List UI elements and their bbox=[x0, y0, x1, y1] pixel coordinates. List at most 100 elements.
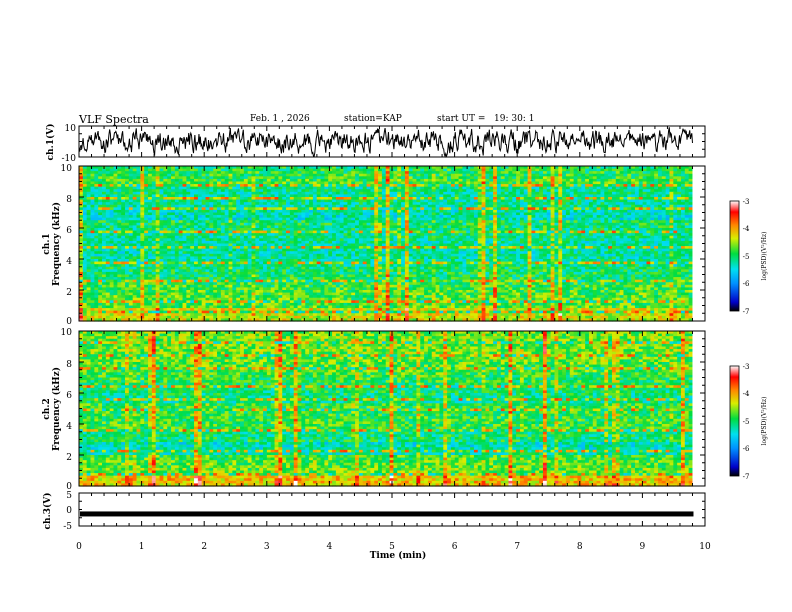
spectrogram-cell bbox=[619, 166, 625, 170]
spectrogram-cell bbox=[136, 184, 141, 188]
spectrogram-cell bbox=[680, 186, 686, 190]
spectrogram-cell bbox=[232, 197, 237, 201]
spectrogram-cell bbox=[194, 168, 199, 172]
spectrogram-cell bbox=[105, 178, 111, 183]
spectrogram-cell bbox=[512, 166, 517, 170]
spectrogram-cell bbox=[623, 181, 628, 185]
spectrogram-cell bbox=[615, 199, 621, 203]
spectrogram-cell bbox=[439, 189, 444, 193]
spectrogram-cell bbox=[378, 186, 383, 190]
spectrogram-cell bbox=[581, 186, 586, 190]
spectrogram-cell bbox=[427, 197, 433, 201]
spectrogram-cell bbox=[680, 199, 686, 203]
spectrogram-cell bbox=[673, 184, 678, 188]
spectrogram-cell bbox=[596, 199, 602, 203]
spectrogram-cell bbox=[485, 209, 490, 214]
spectrogram-cell bbox=[550, 191, 556, 196]
spectrogram-cell bbox=[458, 189, 464, 193]
spectrogram-cell bbox=[669, 184, 674, 188]
spectrogram-cell bbox=[90, 176, 95, 180]
spectrogram-cell bbox=[493, 181, 498, 185]
spectrogram-cell bbox=[316, 209, 322, 214]
spectrogram-cell bbox=[378, 191, 383, 196]
spectrogram-cell bbox=[412, 204, 418, 208]
spectrogram-cell bbox=[680, 194, 686, 198]
spectrogram-cell bbox=[569, 178, 575, 183]
spectrogram-cell bbox=[320, 207, 325, 211]
spectrogram-cell bbox=[470, 184, 475, 188]
spectrogram-cell bbox=[581, 209, 586, 214]
spectrogram-cell bbox=[140, 173, 145, 177]
spectrogram-cell bbox=[508, 184, 513, 188]
spectrogram-cell bbox=[263, 204, 268, 208]
spectrogram-cell bbox=[680, 171, 686, 175]
spectrogram-cell bbox=[335, 194, 341, 198]
spectrogram-cell bbox=[171, 186, 176, 190]
spectrogram-cell bbox=[646, 186, 651, 190]
spectrogram-cell bbox=[217, 173, 222, 177]
spectrogram-cell bbox=[596, 204, 602, 208]
spectrogram-cell bbox=[454, 176, 460, 180]
spectrogram-cell bbox=[669, 197, 674, 201]
spectrogram-cell bbox=[109, 204, 115, 208]
spectrogram-cell bbox=[542, 186, 548, 190]
spectrogram-cell bbox=[343, 202, 348, 206]
spectrogram-cell bbox=[458, 194, 464, 198]
spectrogram-cell bbox=[347, 202, 352, 206]
spectrogram-cell bbox=[389, 186, 394, 190]
spectrogram-cell bbox=[182, 186, 187, 190]
spectrogram-cell bbox=[596, 184, 602, 188]
spectrogram-cell bbox=[159, 199, 164, 203]
spectrogram-cell bbox=[443, 197, 448, 201]
spectrogram-cell bbox=[650, 204, 655, 208]
spectrogram-cell bbox=[516, 194, 521, 198]
spectrogram-cell bbox=[665, 178, 671, 183]
spectrogram-cell bbox=[439, 202, 444, 206]
spectrogram-cell bbox=[546, 207, 552, 211]
spectrogram-cell bbox=[266, 189, 272, 193]
spectrogram-cell bbox=[485, 204, 490, 208]
spectrogram-cell bbox=[450, 202, 456, 206]
spectrogram-cell bbox=[316, 166, 322, 170]
spectrogram-cell bbox=[186, 184, 191, 188]
spectrogram-cell bbox=[297, 191, 302, 196]
spectrogram-cell bbox=[159, 209, 164, 214]
spectrogram-cell bbox=[316, 186, 322, 190]
spectrogram-cell bbox=[427, 191, 433, 196]
spectrogram-cell bbox=[144, 171, 149, 175]
spectrogram-cell bbox=[493, 166, 498, 170]
spectrogram-cell bbox=[447, 176, 452, 180]
spectrogram-cell bbox=[588, 176, 594, 180]
spectrogram-cell bbox=[577, 186, 582, 190]
spectrogram-cell bbox=[224, 207, 230, 211]
spectrogram-cell bbox=[454, 202, 460, 206]
spectrogram-cell bbox=[638, 168, 644, 172]
spectrogram-cell bbox=[619, 194, 625, 198]
spectrogram-cell bbox=[155, 197, 161, 201]
spectrogram-cell bbox=[255, 178, 260, 183]
spectrogram-cell bbox=[351, 189, 356, 193]
spectrogram-cell bbox=[351, 168, 356, 172]
spectrogram-cell bbox=[424, 204, 429, 208]
spectrogram-cell bbox=[232, 181, 237, 185]
spectrogram-cell bbox=[240, 168, 245, 172]
spectrogram-cell bbox=[439, 171, 444, 175]
spectrogram-cell bbox=[562, 168, 567, 172]
spectrogram-cell bbox=[477, 199, 483, 203]
spectrogram-cell bbox=[489, 199, 494, 203]
spectrogram-cell bbox=[263, 202, 268, 206]
spectrogram-cell bbox=[408, 207, 414, 211]
spectrogram-cell bbox=[519, 194, 525, 198]
spectrogram-cell bbox=[608, 176, 613, 180]
spectrogram-cell bbox=[634, 173, 640, 177]
spectrogram-cell bbox=[542, 202, 548, 206]
spectrogram-cell bbox=[194, 176, 199, 180]
spectrogram-cell bbox=[220, 171, 226, 175]
spectrogram-cell bbox=[125, 184, 130, 188]
spectrogram-cell bbox=[684, 189, 690, 193]
spectrogram-cell bbox=[347, 197, 352, 201]
spectrogram-cell bbox=[496, 181, 502, 185]
spectrogram-cell bbox=[232, 207, 237, 211]
spectrogram-cell bbox=[650, 166, 655, 170]
spectrogram-cell bbox=[263, 194, 268, 198]
